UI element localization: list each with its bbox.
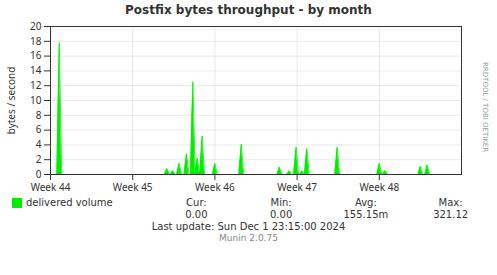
- svg-text:0: 0: [36, 167, 42, 181]
- svg-text:14: 14: [30, 63, 42, 77]
- html-text:Max:: Max:: [438, 197, 463, 208]
- html-text:Postfix bytes throughput - by: Postfix bytes throughput - by month: [125, 3, 372, 17]
- svg-text:16: 16: [30, 48, 42, 62]
- html-text:Avg:: Avg:: [354, 197, 377, 208]
- html-text:Min:: Min:: [270, 197, 292, 208]
- html-text:RRDTOOL / TOBI OETIKER: RRDTOOL / TOBI OETIKER: [481, 61, 489, 153]
- svg-text:8: 8: [36, 108, 42, 122]
- html-text:0.00: 0.00: [185, 209, 208, 220]
- html-text:321.12: 321.12: [433, 209, 469, 220]
- html-text:delivered volume: delivered volume: [26, 197, 113, 208]
- html-text:Munin 2.0.75: Munin 2.0.75: [219, 233, 278, 243]
- svg-text:Week 47: Week 47: [277, 180, 317, 194]
- svg-text:bytes / second: bytes / second: [4, 67, 18, 135]
- html-text:Last update: Sun Dec 1 23:15:0: Last update: Sun Dec 1 23:15:00 2024: [151, 221, 346, 232]
- svg-text:Week 46: Week 46: [195, 180, 235, 194]
- svg-text:Week 44: Week 44: [31, 180, 71, 194]
- svg-text:10: 10: [30, 93, 42, 107]
- html-text:0.00: 0.00: [270, 209, 293, 220]
- html-text:155.15m: 155.15m: [343, 209, 389, 220]
- svg-text:Week 45: Week 45: [113, 180, 153, 194]
- svg-text:4: 4: [36, 137, 42, 151]
- html-text:Cur:: Cur:: [186, 197, 207, 208]
- svg-text:12: 12: [30, 78, 42, 92]
- svg-text:2: 2: [36, 152, 42, 166]
- svg-text:18: 18: [30, 34, 42, 48]
- svg-text:6: 6: [36, 122, 42, 136]
- svg-text:Week 48: Week 48: [359, 180, 399, 194]
- svg-text:20: 20: [30, 19, 42, 33]
